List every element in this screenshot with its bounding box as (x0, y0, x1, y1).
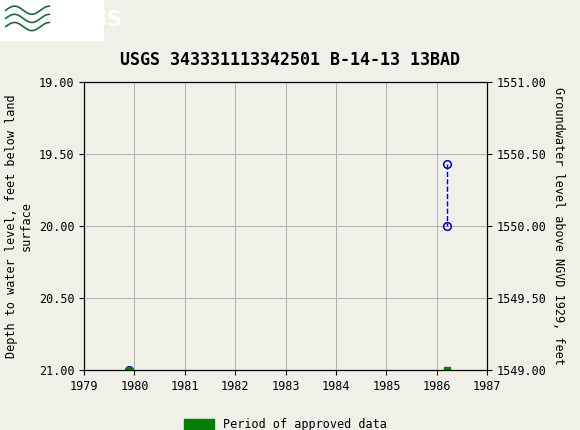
Y-axis label: Groundwater level above NGVD 1929, feet: Groundwater level above NGVD 1929, feet (552, 87, 566, 365)
Text: USGS: USGS (58, 10, 122, 31)
Y-axis label: Depth to water level, feet below land
surface: Depth to water level, feet below land su… (5, 94, 33, 358)
Text: USGS 343331113342501 B-14-13 13BAD: USGS 343331113342501 B-14-13 13BAD (120, 51, 460, 69)
Legend: Period of approved data: Period of approved data (180, 413, 392, 430)
